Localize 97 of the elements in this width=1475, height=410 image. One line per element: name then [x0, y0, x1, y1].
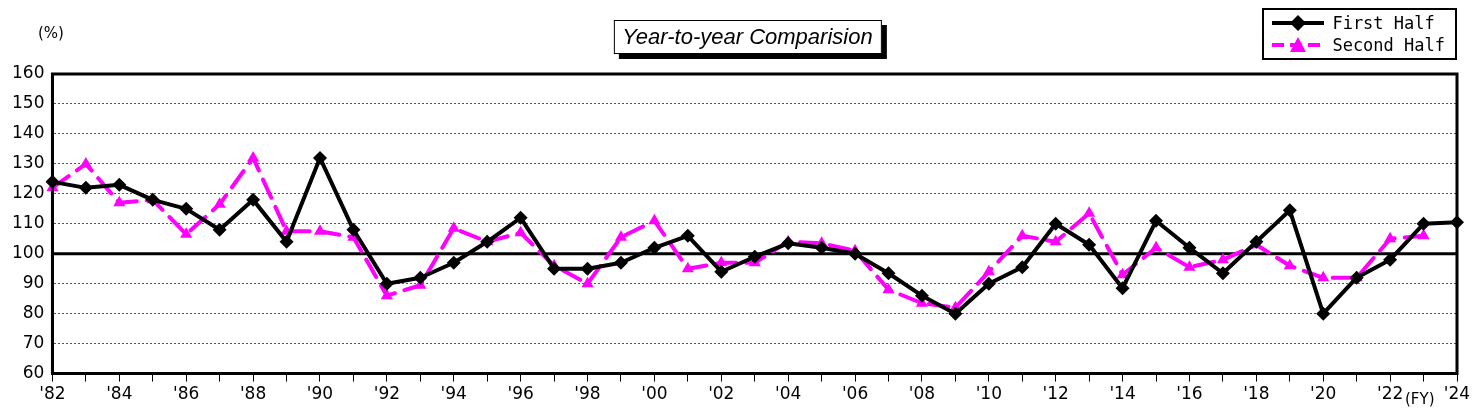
point: [1048, 216, 1063, 231]
legend-label: First Half: [1332, 12, 1435, 34]
point: [446, 255, 461, 270]
x-tick-label: '10: [975, 383, 1002, 404]
y-tick-label: 110: [11, 212, 45, 233]
x-axis-title: (FY): [1405, 390, 1435, 408]
point: [1416, 216, 1431, 231]
point: [213, 197, 226, 208]
point: [346, 222, 361, 237]
point: [747, 249, 762, 264]
y-tick-label: 140: [11, 122, 45, 143]
legend-label: Second Half: [1332, 34, 1445, 56]
x-tick-label: '18: [1243, 383, 1270, 404]
y-axis-title: (%): [38, 24, 64, 42]
point: [513, 210, 528, 225]
y-tick-label: 150: [11, 92, 45, 113]
point: [1082, 237, 1097, 252]
x-tick-label: '14: [1109, 383, 1136, 404]
point: [614, 230, 628, 241]
point: [514, 225, 527, 237]
point: [981, 276, 996, 291]
point: [112, 177, 127, 192]
x-tick-label: '96: [507, 383, 534, 404]
point: [447, 221, 460, 232]
point: [247, 150, 260, 162]
point: [581, 276, 594, 288]
point: [1283, 258, 1296, 270]
point: [1115, 281, 1130, 296]
point: [312, 150, 327, 165]
point: [1149, 213, 1164, 228]
x-tick-label: '00: [641, 383, 668, 404]
chart-title: Year-to-year Comparision: [613, 20, 882, 54]
x-tick-label: '82: [39, 383, 66, 404]
x-tick-label: '08: [908, 383, 936, 404]
point: [881, 266, 896, 281]
point: [1282, 203, 1297, 218]
point: [580, 261, 595, 276]
point: [246, 192, 261, 207]
point: [313, 224, 327, 235]
x-tick-label: '88: [239, 383, 267, 404]
x-tick-label: '94: [440, 383, 467, 404]
point: [279, 234, 294, 249]
x-tick-label: '24: [1443, 383, 1471, 404]
point: [180, 227, 193, 238]
x-tick-label: '84: [106, 383, 133, 404]
point: [1083, 206, 1096, 217]
x-tick-label: '12: [1042, 383, 1069, 404]
point: [1316, 306, 1331, 321]
x-tick-label: '86: [173, 383, 200, 404]
point: [179, 201, 194, 216]
point: [982, 264, 995, 276]
point: [882, 282, 895, 294]
point: [1049, 234, 1062, 246]
point: [413, 270, 428, 285]
point: [1016, 228, 1029, 240]
point: [680, 228, 695, 243]
y-tick-label: 70: [22, 332, 45, 353]
point: [714, 264, 729, 279]
point: [648, 213, 661, 225]
y-tick-label: 100: [11, 242, 45, 263]
point: [781, 236, 796, 251]
y-tick-label: 60: [22, 362, 45, 383]
y-tick-label: 160: [11, 62, 45, 83]
x-tick-label: '02: [708, 383, 735, 404]
point: [613, 255, 628, 270]
x-tick-label: '90: [306, 383, 334, 404]
point: [1149, 240, 1163, 252]
point: [1384, 231, 1397, 243]
x-tick-label: '20: [1310, 383, 1337, 404]
point: [848, 246, 863, 261]
point: [547, 261, 562, 276]
point: [1216, 252, 1229, 264]
y-tick-label: 130: [11, 152, 45, 173]
y-tick-label: 120: [11, 182, 45, 203]
point: [113, 195, 126, 207]
point: [1183, 260, 1196, 271]
y-tick-label: 80: [22, 302, 45, 323]
point: [948, 306, 963, 321]
point: [1215, 266, 1230, 281]
x-tick-label: '92: [373, 383, 401, 404]
x-tick-label: '04: [775, 383, 802, 404]
point: [647, 240, 662, 255]
point: [681, 261, 694, 273]
point: [212, 222, 227, 237]
x-tick-label: '98: [574, 383, 601, 404]
x-tick-label: '22: [1376, 383, 1404, 404]
point: [1182, 240, 1197, 255]
point: [78, 180, 93, 195]
point: [1015, 260, 1030, 275]
point: [814, 240, 829, 255]
point: [914, 288, 929, 303]
point: [379, 276, 394, 291]
x-tick-label: '16: [1176, 383, 1203, 404]
x-tick-label: '06: [841, 383, 869, 404]
point: [1317, 270, 1330, 282]
point: [79, 156, 92, 168]
y-tick-label: 90: [22, 272, 45, 293]
